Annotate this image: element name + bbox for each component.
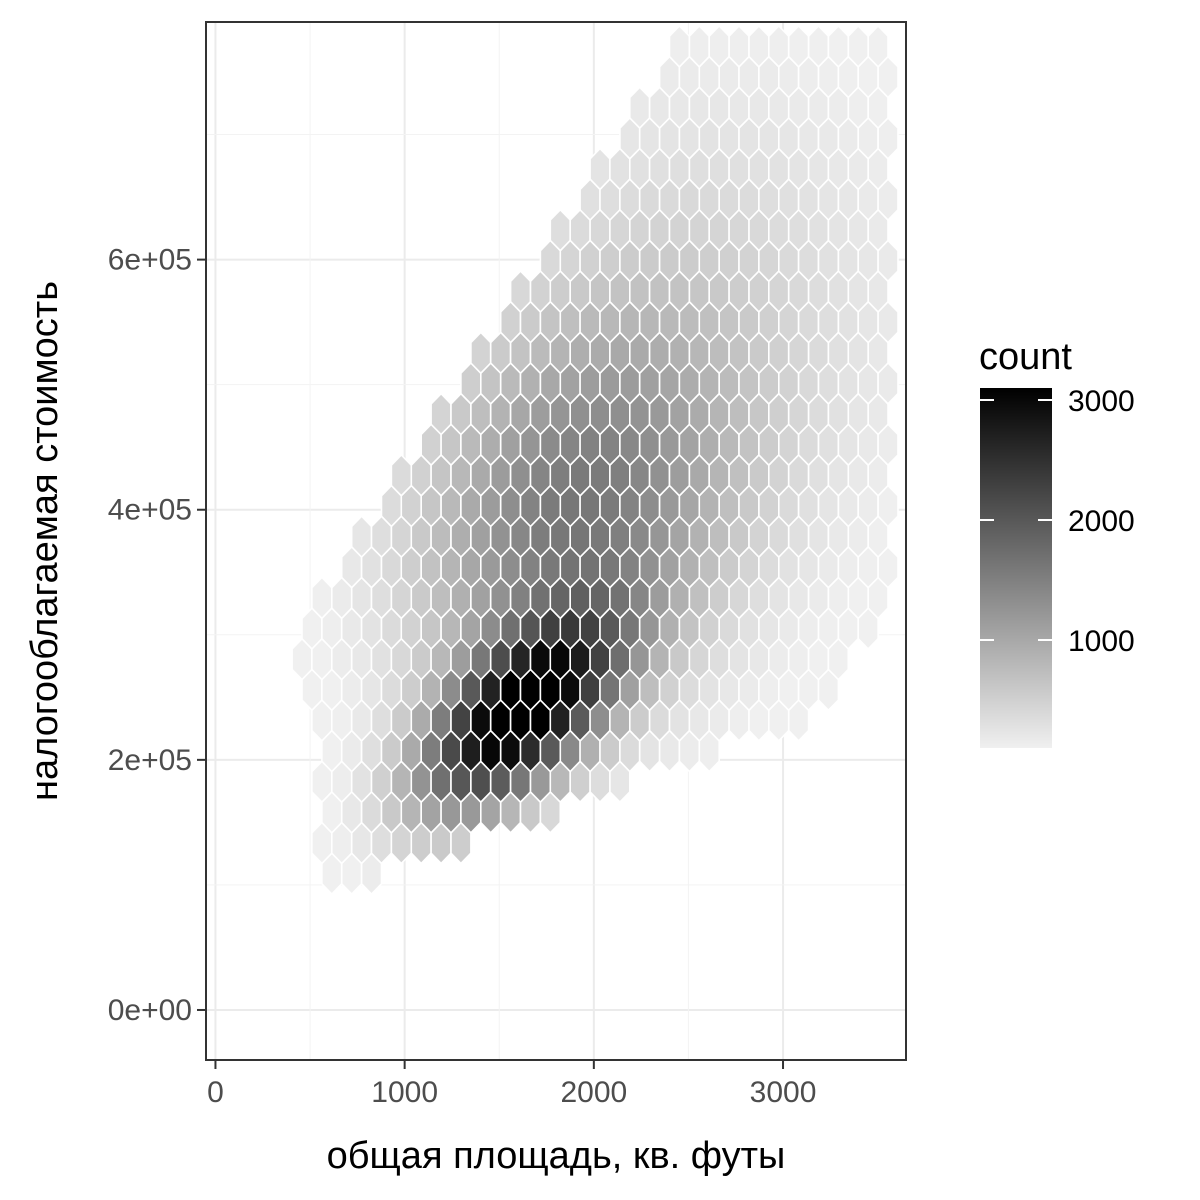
legend-tick-label: 1000 bbox=[1068, 625, 1135, 658]
hex-bin bbox=[628, 86, 651, 130]
legend-tick-label: 3000 bbox=[1068, 385, 1135, 418]
y-tick-label: 4e+05 bbox=[108, 494, 192, 527]
hex-bin bbox=[748, 24, 770, 68]
y-tick-label: 6e+05 bbox=[108, 244, 192, 277]
legend-colorbar bbox=[980, 388, 1052, 748]
legend-ticks: 1000 2000 3000 bbox=[980, 385, 1135, 658]
hex-bin bbox=[827, 24, 850, 68]
hex-bin bbox=[311, 576, 333, 620]
y-tick-label: 0e+00 bbox=[108, 994, 192, 1027]
hex-bin bbox=[847, 24, 870, 68]
legend-tick-label: 2000 bbox=[1068, 505, 1135, 538]
hex-bin bbox=[787, 24, 810, 68]
hex-bin bbox=[688, 24, 711, 68]
x-tick-label: 1000 bbox=[371, 1076, 438, 1109]
axes: 0 1000 2000 3000 0e+00 2e+05 4e+05 6e+05 bbox=[108, 244, 817, 1109]
x-tick-label: 3000 bbox=[750, 1076, 817, 1109]
hex-bin bbox=[589, 147, 611, 191]
legend: count 1000 2000 3000 bbox=[979, 336, 1135, 748]
x-tick-label: 0 bbox=[207, 1076, 224, 1109]
y-tick-label: 2e+05 bbox=[108, 744, 192, 777]
x-tick-label: 2000 bbox=[560, 1076, 627, 1109]
y-axis-title: налогооблагаемая стоимость bbox=[24, 281, 66, 801]
hex-bin bbox=[807, 24, 830, 68]
hex-bin bbox=[668, 24, 691, 68]
hex-bin bbox=[390, 453, 413, 497]
hex-bin bbox=[708, 24, 730, 68]
hex-bin bbox=[430, 392, 452, 436]
legend-title: count bbox=[979, 336, 1072, 378]
hex-bin bbox=[350, 515, 373, 559]
x-axis-title: общая площадь, кв. футы bbox=[327, 1135, 786, 1177]
hex-bin bbox=[728, 24, 750, 68]
hex-bin bbox=[549, 208, 572, 252]
hex-bin bbox=[509, 269, 532, 314]
hex-bin bbox=[767, 24, 790, 68]
hex-bin bbox=[867, 24, 889, 68]
panel-border bbox=[205, 21, 907, 1061]
hex-bin bbox=[470, 331, 492, 375]
hex-bins bbox=[291, 24, 899, 896]
